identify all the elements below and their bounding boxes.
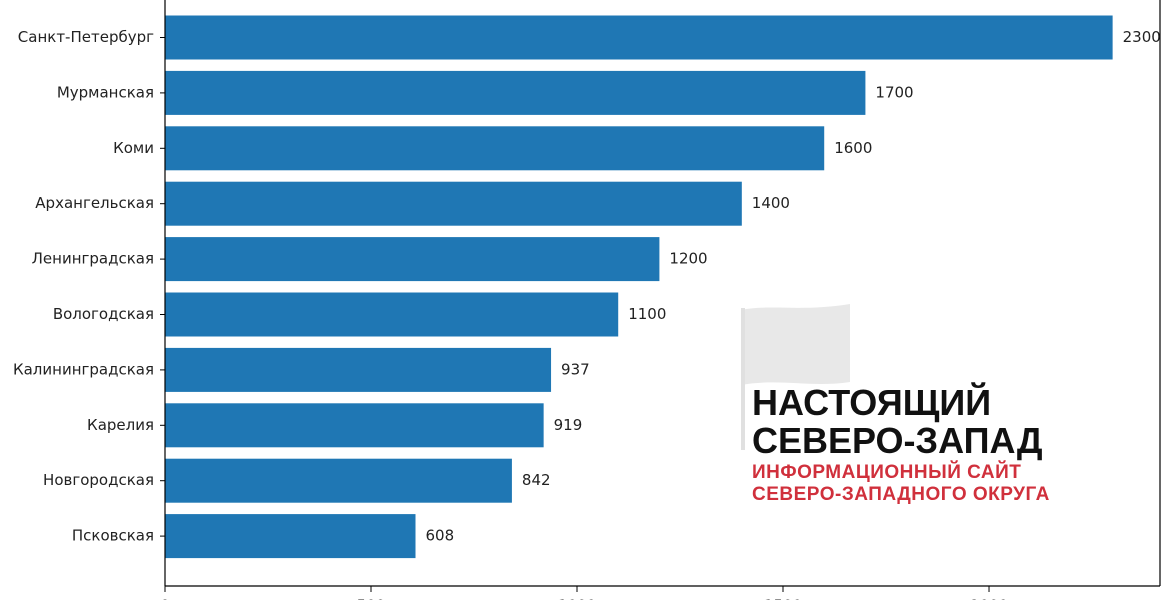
bar <box>165 237 660 282</box>
flag-icon <box>741 304 850 385</box>
x-tick-label: 0 <box>160 597 170 600</box>
value-label: 919 <box>554 416 583 434</box>
value-label: 1100 <box>628 305 666 323</box>
y-tick-label: Ленинградская <box>32 250 154 268</box>
x-tick-label: 1500 <box>764 597 802 600</box>
value-label: 1700 <box>875 83 913 101</box>
bar <box>165 458 512 503</box>
bar <box>165 514 416 559</box>
y-tick-label: Карелия <box>87 416 154 434</box>
x-tick-label: 500 <box>357 597 386 600</box>
y-tick-label: Новгородская <box>43 471 154 489</box>
value-label: 1200 <box>669 250 707 268</box>
y-tick-label: Калининградская <box>13 360 154 378</box>
value-label: 608 <box>426 527 455 545</box>
bar <box>165 126 825 171</box>
x-tick-label: 2000 <box>970 597 1008 600</box>
value-label: 937 <box>561 360 590 378</box>
axes <box>164 0 1161 587</box>
y-tick-label: Архангельская <box>35 194 154 212</box>
watermark-subtitle: СЕВЕРО-ЗАПАДНОГО ОКРУГА <box>752 484 1050 505</box>
y-tick-label: Вологодская <box>53 305 154 323</box>
y-tick-label: Мурманская <box>57 83 154 101</box>
value-label: 2300 <box>1123 28 1161 46</box>
bar <box>165 292 619 337</box>
watermark-title: СЕВЕРО-ЗАПАД <box>752 420 1042 461</box>
x-tick-label: 1000 <box>558 597 596 600</box>
value-label: 1600 <box>834 139 872 157</box>
bar <box>165 181 742 226</box>
y-tick-label: Санкт-Петербург <box>18 28 154 46</box>
watermark-title: НАСТОЯЩИЙ <box>752 381 991 423</box>
bar <box>165 15 1113 60</box>
value-label: 842 <box>522 471 551 489</box>
bar <box>165 347 552 392</box>
bar <box>165 403 544 448</box>
watermark: НАСТОЯЩИЙ СЕВЕРО-ЗАПАД ИНФОРМАЦИОННЫЙ СА… <box>741 304 1050 505</box>
watermark-subtitle: ИНФОРМАЦИОННЫЙ САЙТ <box>752 461 1021 483</box>
value-label: 1400 <box>752 194 790 212</box>
bar <box>165 70 866 115</box>
y-tick-label: Псковская <box>72 527 154 545</box>
y-tick-label: Коми <box>113 139 154 157</box>
